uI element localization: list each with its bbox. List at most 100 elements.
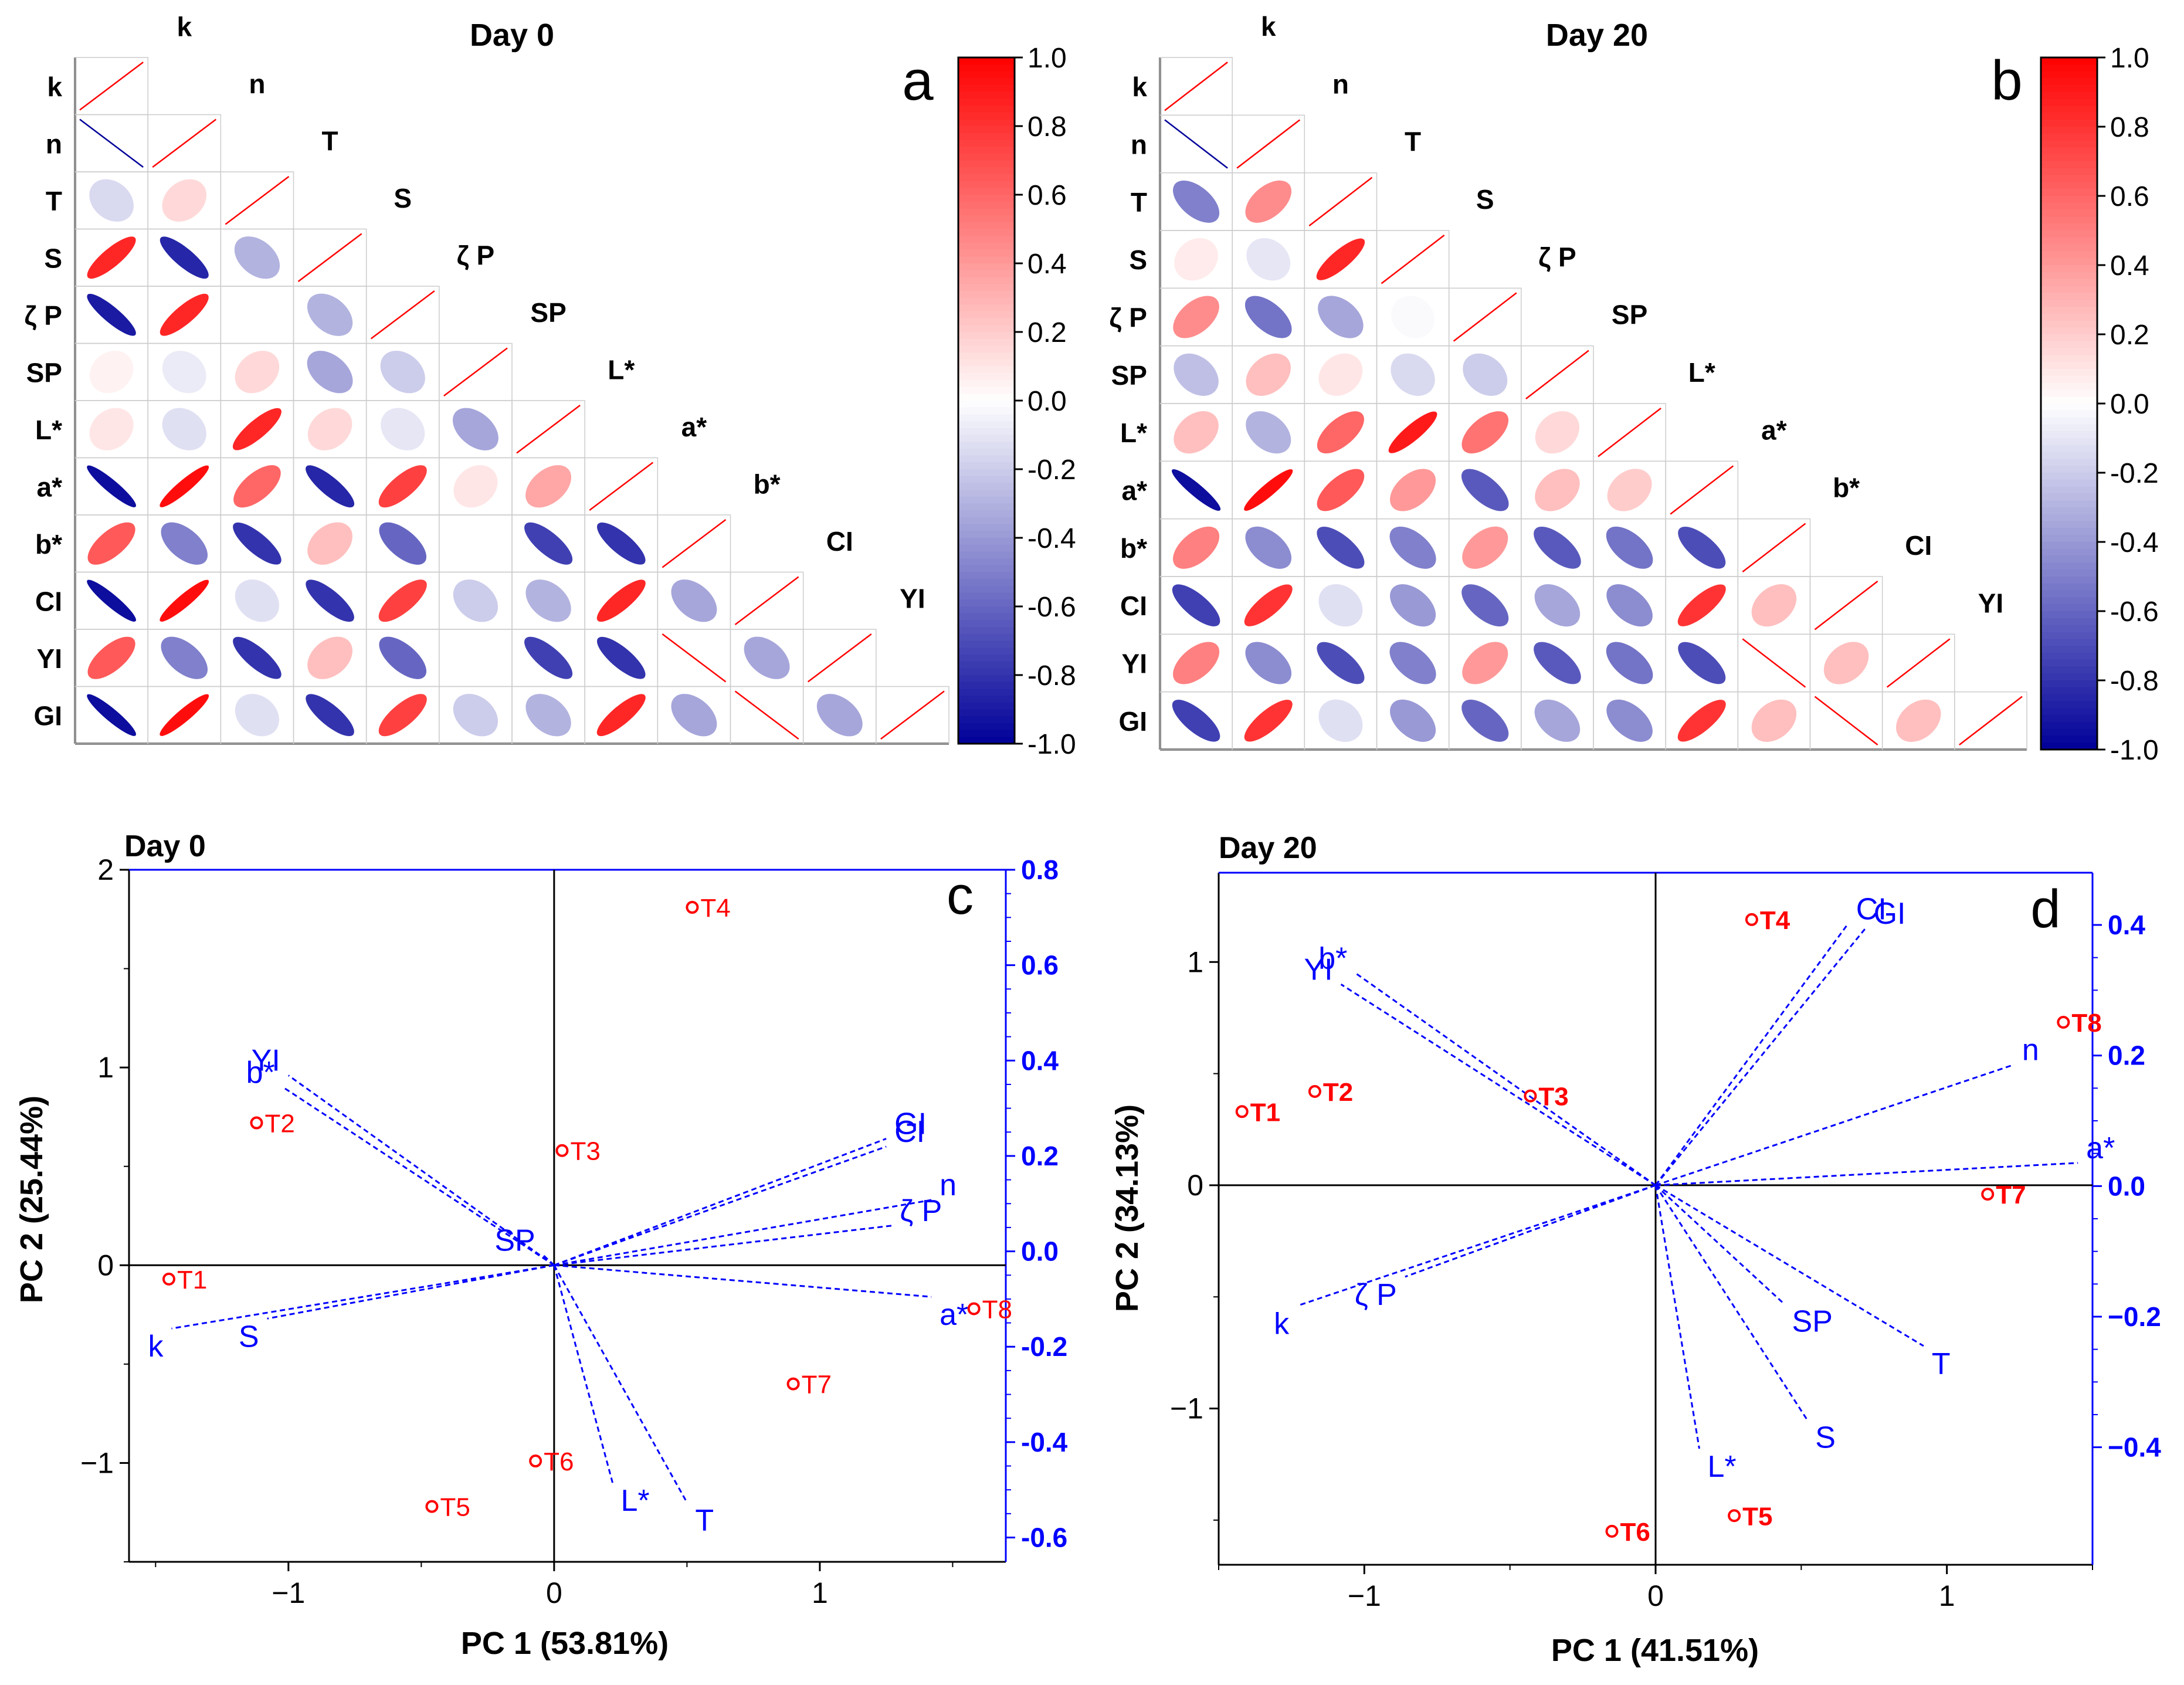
colorbar-segment — [958, 222, 1015, 230]
correlation-ellipse — [1751, 699, 1797, 742]
colorbar-segment — [2041, 424, 2097, 432]
correlation-ellipse — [453, 579, 498, 622]
loading-vector — [1654, 928, 1866, 1186]
colorbar-segment — [958, 345, 1015, 354]
correlation-ellipse — [232, 408, 282, 450]
y-tick-label: 1 — [1187, 945, 1203, 978]
colorbar-segment — [958, 332, 1015, 340]
correlation-ellipse — [1462, 642, 1508, 684]
colorbar-segment — [2041, 404, 2097, 411]
colorbar-tick-label: -1.0 — [2110, 735, 2159, 766]
loading-label: b* — [1318, 941, 1347, 975]
correlation-ellipse — [1246, 411, 1291, 454]
diagonal-line — [370, 290, 435, 340]
heatmap-cell — [439, 629, 513, 687]
row-label: GI — [33, 700, 62, 731]
colorbar-segment — [2041, 611, 2097, 619]
loading-label: a* — [940, 1298, 968, 1332]
correlation-ellipse — [1606, 584, 1653, 627]
correlation-ellipse — [1606, 642, 1653, 684]
loading-axis-tick-label: -0.2 — [1021, 1331, 1067, 1362]
colorbar-segment — [958, 263, 1015, 271]
correlation-ellipse — [1461, 411, 1509, 454]
correlation-ellipse — [1534, 584, 1581, 627]
correlation-ellipse — [307, 408, 352, 450]
colorbar-segment — [2041, 341, 2097, 349]
loading-vector — [554, 1199, 932, 1266]
loading-label: ζ P — [900, 1194, 942, 1228]
correlation-ellipse — [379, 636, 427, 679]
colorbar-segment — [958, 633, 1015, 642]
correlation-ellipse — [233, 636, 282, 679]
loading-label: T — [1932, 1347, 1951, 1381]
loading-vector — [553, 1264, 613, 1483]
y-tick-label: −1 — [80, 1446, 114, 1479]
correlation-ellipse — [87, 465, 136, 507]
colorbar-tick-label: -0.6 — [1027, 592, 1076, 623]
diagonal-line — [1670, 465, 1734, 515]
column-label: L* — [608, 354, 635, 385]
colorbar-segment — [2041, 120, 2097, 127]
row-label: ζ P — [24, 300, 62, 331]
y-tick-label: 0 — [1187, 1169, 1203, 1202]
colorbar-segment — [958, 91, 1015, 100]
loading-axis-tick-label: 0.2 — [1021, 1141, 1059, 1171]
diagonal-line — [152, 118, 217, 168]
colorbar-segment — [958, 167, 1015, 175]
correlation-ellipse — [1677, 700, 1726, 742]
colorbar-tick-label: -0.8 — [2110, 666, 2159, 697]
colorbar-tick-label: -1.0 — [1027, 729, 1076, 760]
colorbar-segment — [2041, 417, 2097, 425]
colorbar-segment — [2041, 348, 2097, 356]
column-label: ζ P — [457, 240, 495, 270]
correlation-ellipse — [378, 694, 427, 737]
colorbar-segment — [2041, 701, 2097, 709]
loading-label: SP — [1792, 1305, 1833, 1339]
diagonal-line — [1308, 177, 1373, 226]
correlation-ellipse — [1318, 353, 1363, 396]
correlation-ellipse — [1318, 296, 1364, 338]
loading-axis-tick-label: 0.2 — [2108, 1040, 2145, 1071]
score-point — [1235, 1105, 1249, 1118]
colorbar-segment — [958, 181, 1015, 189]
colorbar-segment — [958, 435, 1015, 443]
score-label: T4 — [700, 894, 730, 923]
score-label: T8 — [2071, 1009, 2101, 1038]
colorbar-segment — [2041, 479, 2097, 487]
correlation-ellipse — [596, 636, 646, 679]
colorbar-segment — [958, 133, 1015, 141]
diagonal-line — [1742, 523, 1806, 572]
colorbar-segment — [2041, 279, 2097, 287]
colorbar-segment — [2041, 355, 2097, 363]
colorbar-tick-label: -0.4 — [2110, 527, 2159, 558]
correlation-ellipse — [1173, 296, 1219, 338]
correlation-line — [79, 118, 144, 168]
score-point — [2057, 1016, 2070, 1029]
loading-vector — [1355, 972, 1656, 1186]
colorbar-segment — [2041, 632, 2097, 640]
correlation-ellipse — [1172, 700, 1220, 742]
correlation-ellipse — [596, 694, 646, 737]
colorbar-segment — [958, 483, 1015, 491]
colorbar-segment — [2041, 687, 2097, 695]
colorbar-segment — [2041, 161, 2097, 169]
row-label: CI — [35, 586, 62, 616]
correlation-ellipse — [160, 694, 209, 736]
panel-b-letter: b — [1991, 49, 2022, 112]
colorbar-tick-label: 0.6 — [1027, 180, 1067, 211]
correlation-ellipse — [306, 465, 355, 508]
column-label: CI — [1905, 530, 1932, 561]
colorbar-tick-label: 0.0 — [2110, 389, 2149, 420]
colorbar-segment — [2041, 85, 2097, 93]
column-label: T — [1405, 127, 1421, 157]
correlation-ellipse — [596, 522, 646, 565]
colorbar-segment — [958, 284, 1015, 291]
correlation-ellipse — [1390, 469, 1436, 511]
column-label: ζ P — [1538, 242, 1576, 272]
loading-axis-tick-label: −0.2 — [2108, 1301, 2161, 1332]
panel-b-title: Day 20 — [1546, 18, 1648, 53]
colorbar-segment — [958, 256, 1015, 264]
correlation-ellipse — [1244, 700, 1293, 742]
x-tick-label: 0 — [546, 1576, 562, 1609]
correlation-ellipse — [1678, 642, 1726, 684]
